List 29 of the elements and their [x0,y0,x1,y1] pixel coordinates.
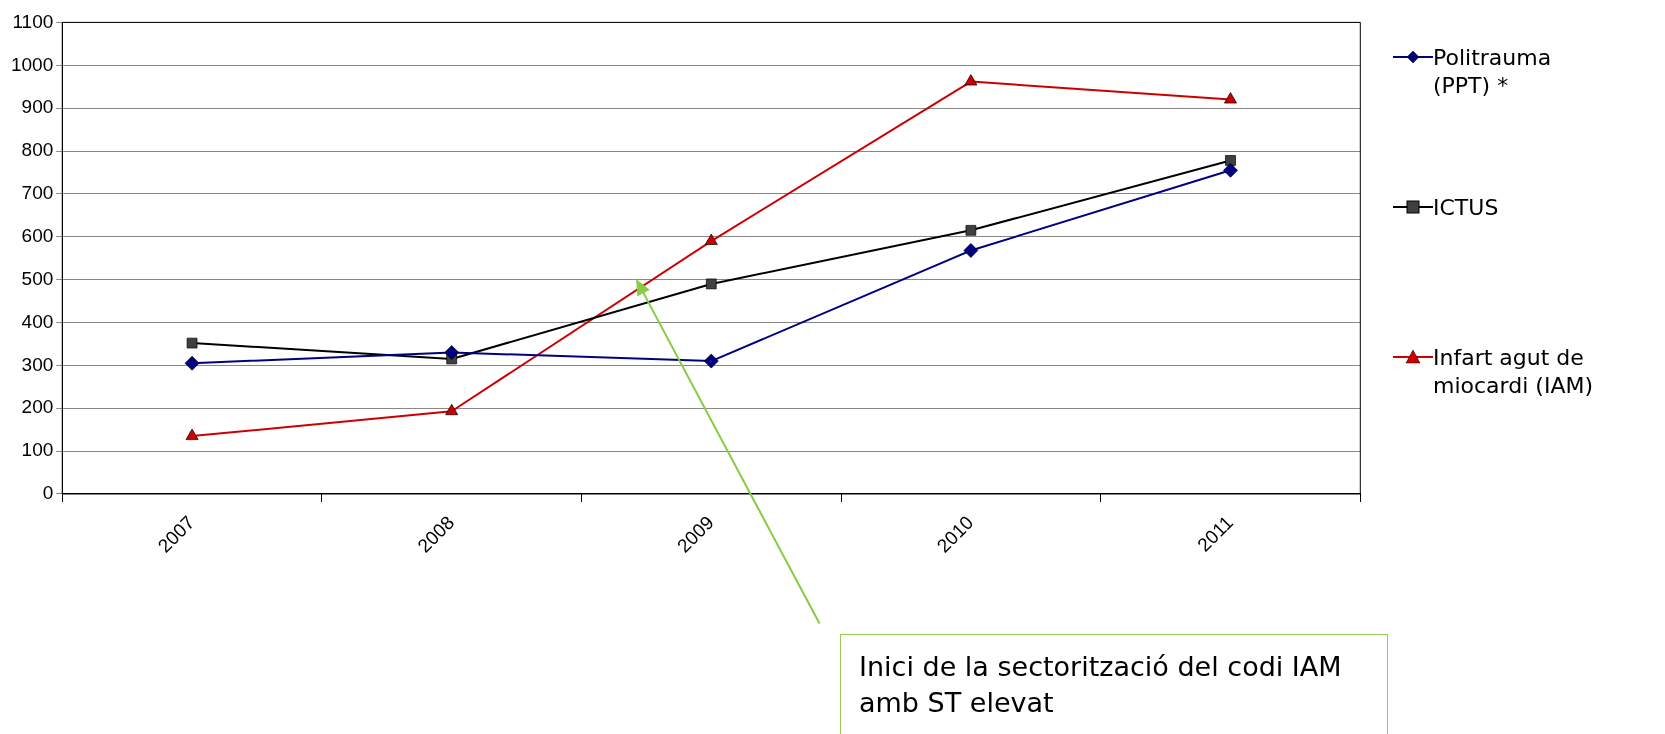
y-tick-label: 900 [21,96,54,118]
point [965,225,977,236]
point [704,233,718,245]
y-tick-label: 1000 [10,53,54,75]
y-tick-label: 0 [42,482,54,504]
y-tick-label: 100 [21,439,54,461]
y-tick-label: 700 [21,182,54,204]
y-tick-label: 500 [21,267,54,289]
point [964,74,978,86]
y-tick-label: 200 [21,396,54,418]
legend-label: ICTUS [1433,194,1500,222]
legend-label: Infart agut de miocardi (IAM) [1433,344,1593,400]
y-tick-label: 1100 [12,10,54,32]
point [185,428,199,440]
legend-label: Politrauma (PPT) * [1433,44,1553,100]
text: Inici de la sectorització del codi IAM amb ST elevat [840,634,1388,734]
y-tick-label: 600 [21,224,54,246]
point [703,353,719,369]
point [963,243,979,258]
point [184,355,200,371]
y-tick-label: 400 [21,310,54,332]
point [705,278,717,290]
point [186,337,198,349]
y-tick-label: 300 [21,353,54,375]
point [1224,92,1237,104]
point [1223,162,1238,178]
y-tick-label: 800 [21,139,54,161]
point [445,403,459,416]
point [444,345,460,360]
